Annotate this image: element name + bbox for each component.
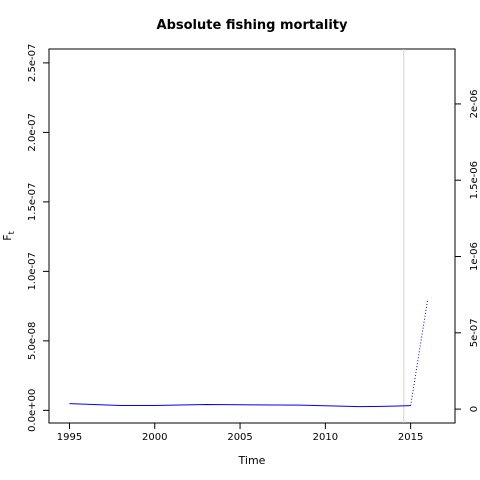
series-group bbox=[69, 299, 429, 408]
right-y-tick-label: 1e-06 bbox=[469, 242, 480, 271]
right-y-axis-ticks: 0 5e-07 1e-06 1.5e-06 2e-06 bbox=[455, 90, 480, 412]
right-y-tick-label: 0 bbox=[469, 406, 480, 412]
x-tick-label: 1995 bbox=[57, 432, 82, 443]
y-axis-label-main: F bbox=[1, 234, 14, 240]
y-axis-ticks: 0.0e+00 5.0e-08 1.0e-07 1.5e-07 2.0e-07 2.5e-… bbox=[27, 44, 49, 432]
right-y-tick-label: 1.5e-06 bbox=[469, 161, 480, 199]
x-axis-ticks: 1995 2000 2005 2010 2015 bbox=[57, 423, 423, 443]
fishing-mortality-line bbox=[69, 403, 411, 408]
y-tick-label: 1.0e-07 bbox=[27, 252, 38, 290]
y-tick-label: 1.5e-07 bbox=[27, 183, 38, 221]
y-tick-label: 2.0e-07 bbox=[27, 113, 38, 151]
plot-box bbox=[48, 48, 456, 424]
right-y-tick-label: 5e-07 bbox=[469, 318, 480, 347]
y-tick-label: 5.0e-08 bbox=[27, 322, 38, 360]
x-tick-label: 2015 bbox=[398, 432, 423, 443]
y-axis-label-subscript: t bbox=[7, 231, 16, 234]
x-tick-label: 2000 bbox=[142, 432, 167, 443]
x-tick-label: 2010 bbox=[313, 432, 338, 443]
y-tick-label: 0.0e+00 bbox=[27, 389, 38, 432]
x-tick-label: 2005 bbox=[227, 432, 252, 443]
y-axis-label: Ft bbox=[1, 231, 16, 240]
y-tick-label: 2.5e-07 bbox=[27, 44, 38, 82]
projection-line bbox=[410, 299, 429, 406]
x-axis-label: Time bbox=[238, 454, 266, 467]
right-y-tick-label: 2e-06 bbox=[469, 90, 480, 119]
chart-title: Absolute fishing mortality bbox=[157, 18, 348, 33]
